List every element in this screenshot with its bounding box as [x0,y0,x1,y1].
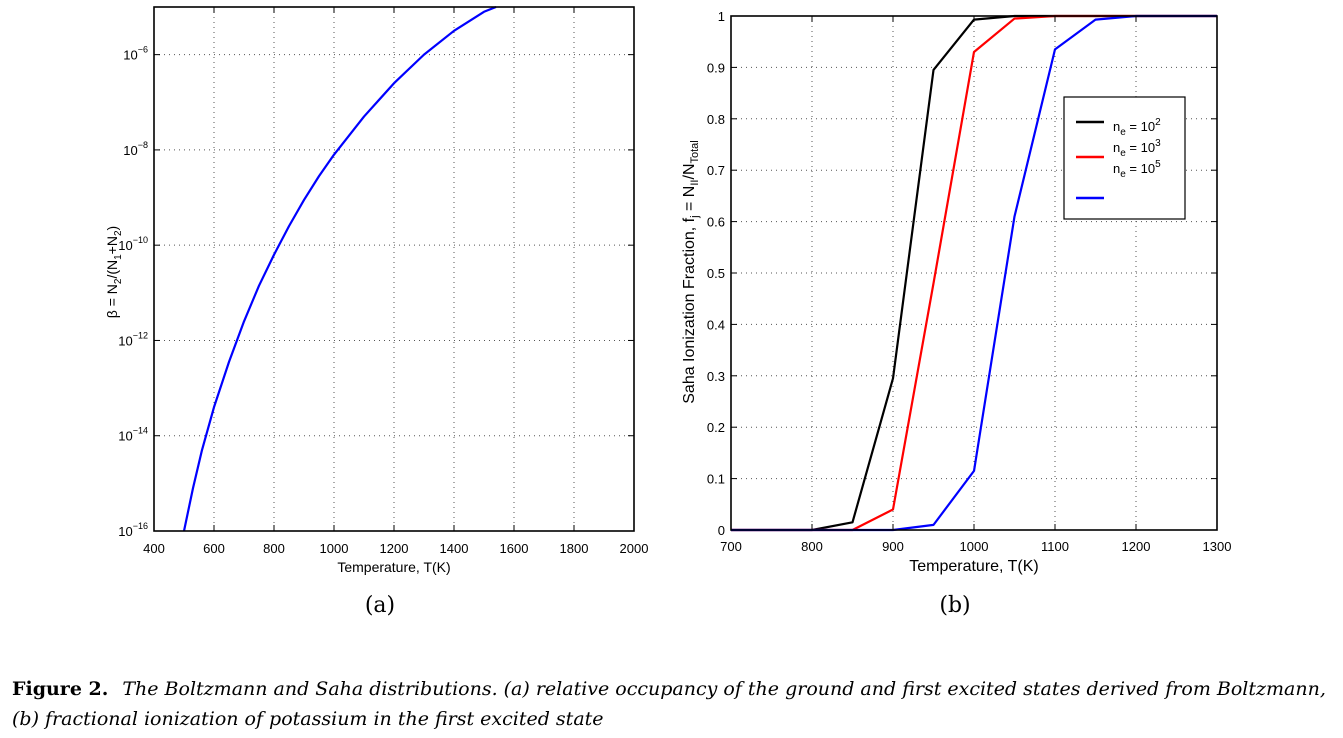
chart-b-y-tick-label: 0 [718,523,725,538]
chart-a-x-tick-label: 1600 [500,541,529,556]
chart-a-x-tick-labels: 400 600 800 1000 1200 1400 1600 1800 2000 [143,541,648,556]
chart-a-series-line [182,5,497,532]
chart-b-y-tick-label: 0.9 [707,60,725,75]
chart-a-y-tick-label: 10−6 [123,45,148,63]
chart-a-x-tick-label: 600 [203,541,225,556]
chart-b-x-tick-label: 700 [720,539,742,554]
chart-b-x-tick-label: 1300 [1203,539,1232,554]
chart-b-y-axis-label: Saha Ionization Fraction, fj = NII/NTota… [681,140,701,404]
chart-b-legend: ne = 102 ne = 103 ne = 105 [1063,96,1186,220]
chart-b-y-tick-label: 0.6 [707,215,725,230]
chart-a-y-axis-label: β = N2/(N1+N2) [104,226,124,318]
chart-a-x-tick-label: 800 [263,541,285,556]
chart-b-x-tick-label: 800 [801,539,823,554]
chart-a-x-tick-label: 400 [143,541,165,556]
legend-label-ne-1e3: ne = 103 [1113,138,1161,159]
chart-a-y-tick-labels: 10−16 10−14 10−12 10−10 10−8 10−6 [118,45,148,539]
chart-b-series-line-2 [731,14,1217,532]
chart-b-ticks [730,15,1218,531]
chart-b-x-tick-label: 1000 [960,539,989,554]
chart-b-y-tick-label: 0.3 [707,369,725,384]
chart-b-y-tick-label: 0.5 [707,266,725,281]
figure-caption-text: The Boltzmann and Saha distributions. (a… [12,678,1326,730]
chart-b-x-tick-label: 1100 [1041,539,1069,554]
chart-b-x-axis-label: Temperature, T(K) [909,558,1039,575]
chart-b-x-tick-labels: 700 800 900 1000 1100 1200 1300 [720,539,1231,554]
chart-a-y-tick-label: 10−16 [118,521,148,539]
chart-a-y-tick-label: 10−8 [123,140,148,158]
chart-a-x-tick-label: 1000 [320,541,349,556]
chart-a-x-tick-label: 1400 [440,541,469,556]
chart-b-series-line-1 [731,14,1217,532]
chart-panel-a: 400 600 800 1000 1200 1400 1600 1800 2000 10−161… [104,5,648,618]
chart-b-x-tick-label: 1200 [1122,539,1151,554]
chart-a-ticks [153,7,635,532]
chart-a-series-group [182,5,497,532]
chart-b-y-tick-label: 0.2 [707,420,725,435]
chart-b-y-tick-label: 1 [718,9,725,24]
chart-b-plot-frame [730,15,1218,531]
figure-caption-label: Figure 2. [12,678,109,700]
chart-a-x-axis-label: Temperature, T(K) [337,559,450,575]
legend-label-ne-1e2: ne = 102 [1113,117,1161,138]
chart-b-series-line-3 [731,14,1217,532]
chart-b-y-tick-labels: 0 0.1 0.2 0.3 0.4 0.5 0.6 0.7 0.8 0.9 1 [707,9,725,538]
chart-panel-b: 700 800 900 1000 1100 1200 1300 00.10.20.30.40… [681,9,1231,618]
chart-b-y-tick-label: 0.4 [707,317,725,332]
chart-b-y-tick-label: 0.7 [707,163,725,178]
chart-b-series-group [731,14,1217,532]
chart-a-sublabel: (a) [365,593,395,618]
chart-b-y-tick-label: 0.1 [707,472,725,487]
figure-caption: Figure 2. The Boltzmann and Saha distribu… [12,674,1332,734]
chart-a-x-tick-label: 1800 [560,541,589,556]
chart-a-x-tick-label: 1200 [380,541,409,556]
chart-a-y-tick-label: 10−14 [118,426,148,444]
chart-a-x-tick-label: 2000 [620,541,649,556]
chart-b-sublabel: (b) [939,593,970,618]
chart-b-gridlines [731,16,1217,530]
chart-b-y-tick-label: 0.8 [707,112,725,127]
chart-a-y-tick-label: 10−12 [118,330,148,348]
chart-a-gridlines [154,7,634,531]
chart-a-y-tick-label: 10−10 [118,235,148,253]
chart-b-x-tick-label: 900 [882,539,904,554]
legend-label-ne-1e5: ne = 105 [1113,159,1161,180]
